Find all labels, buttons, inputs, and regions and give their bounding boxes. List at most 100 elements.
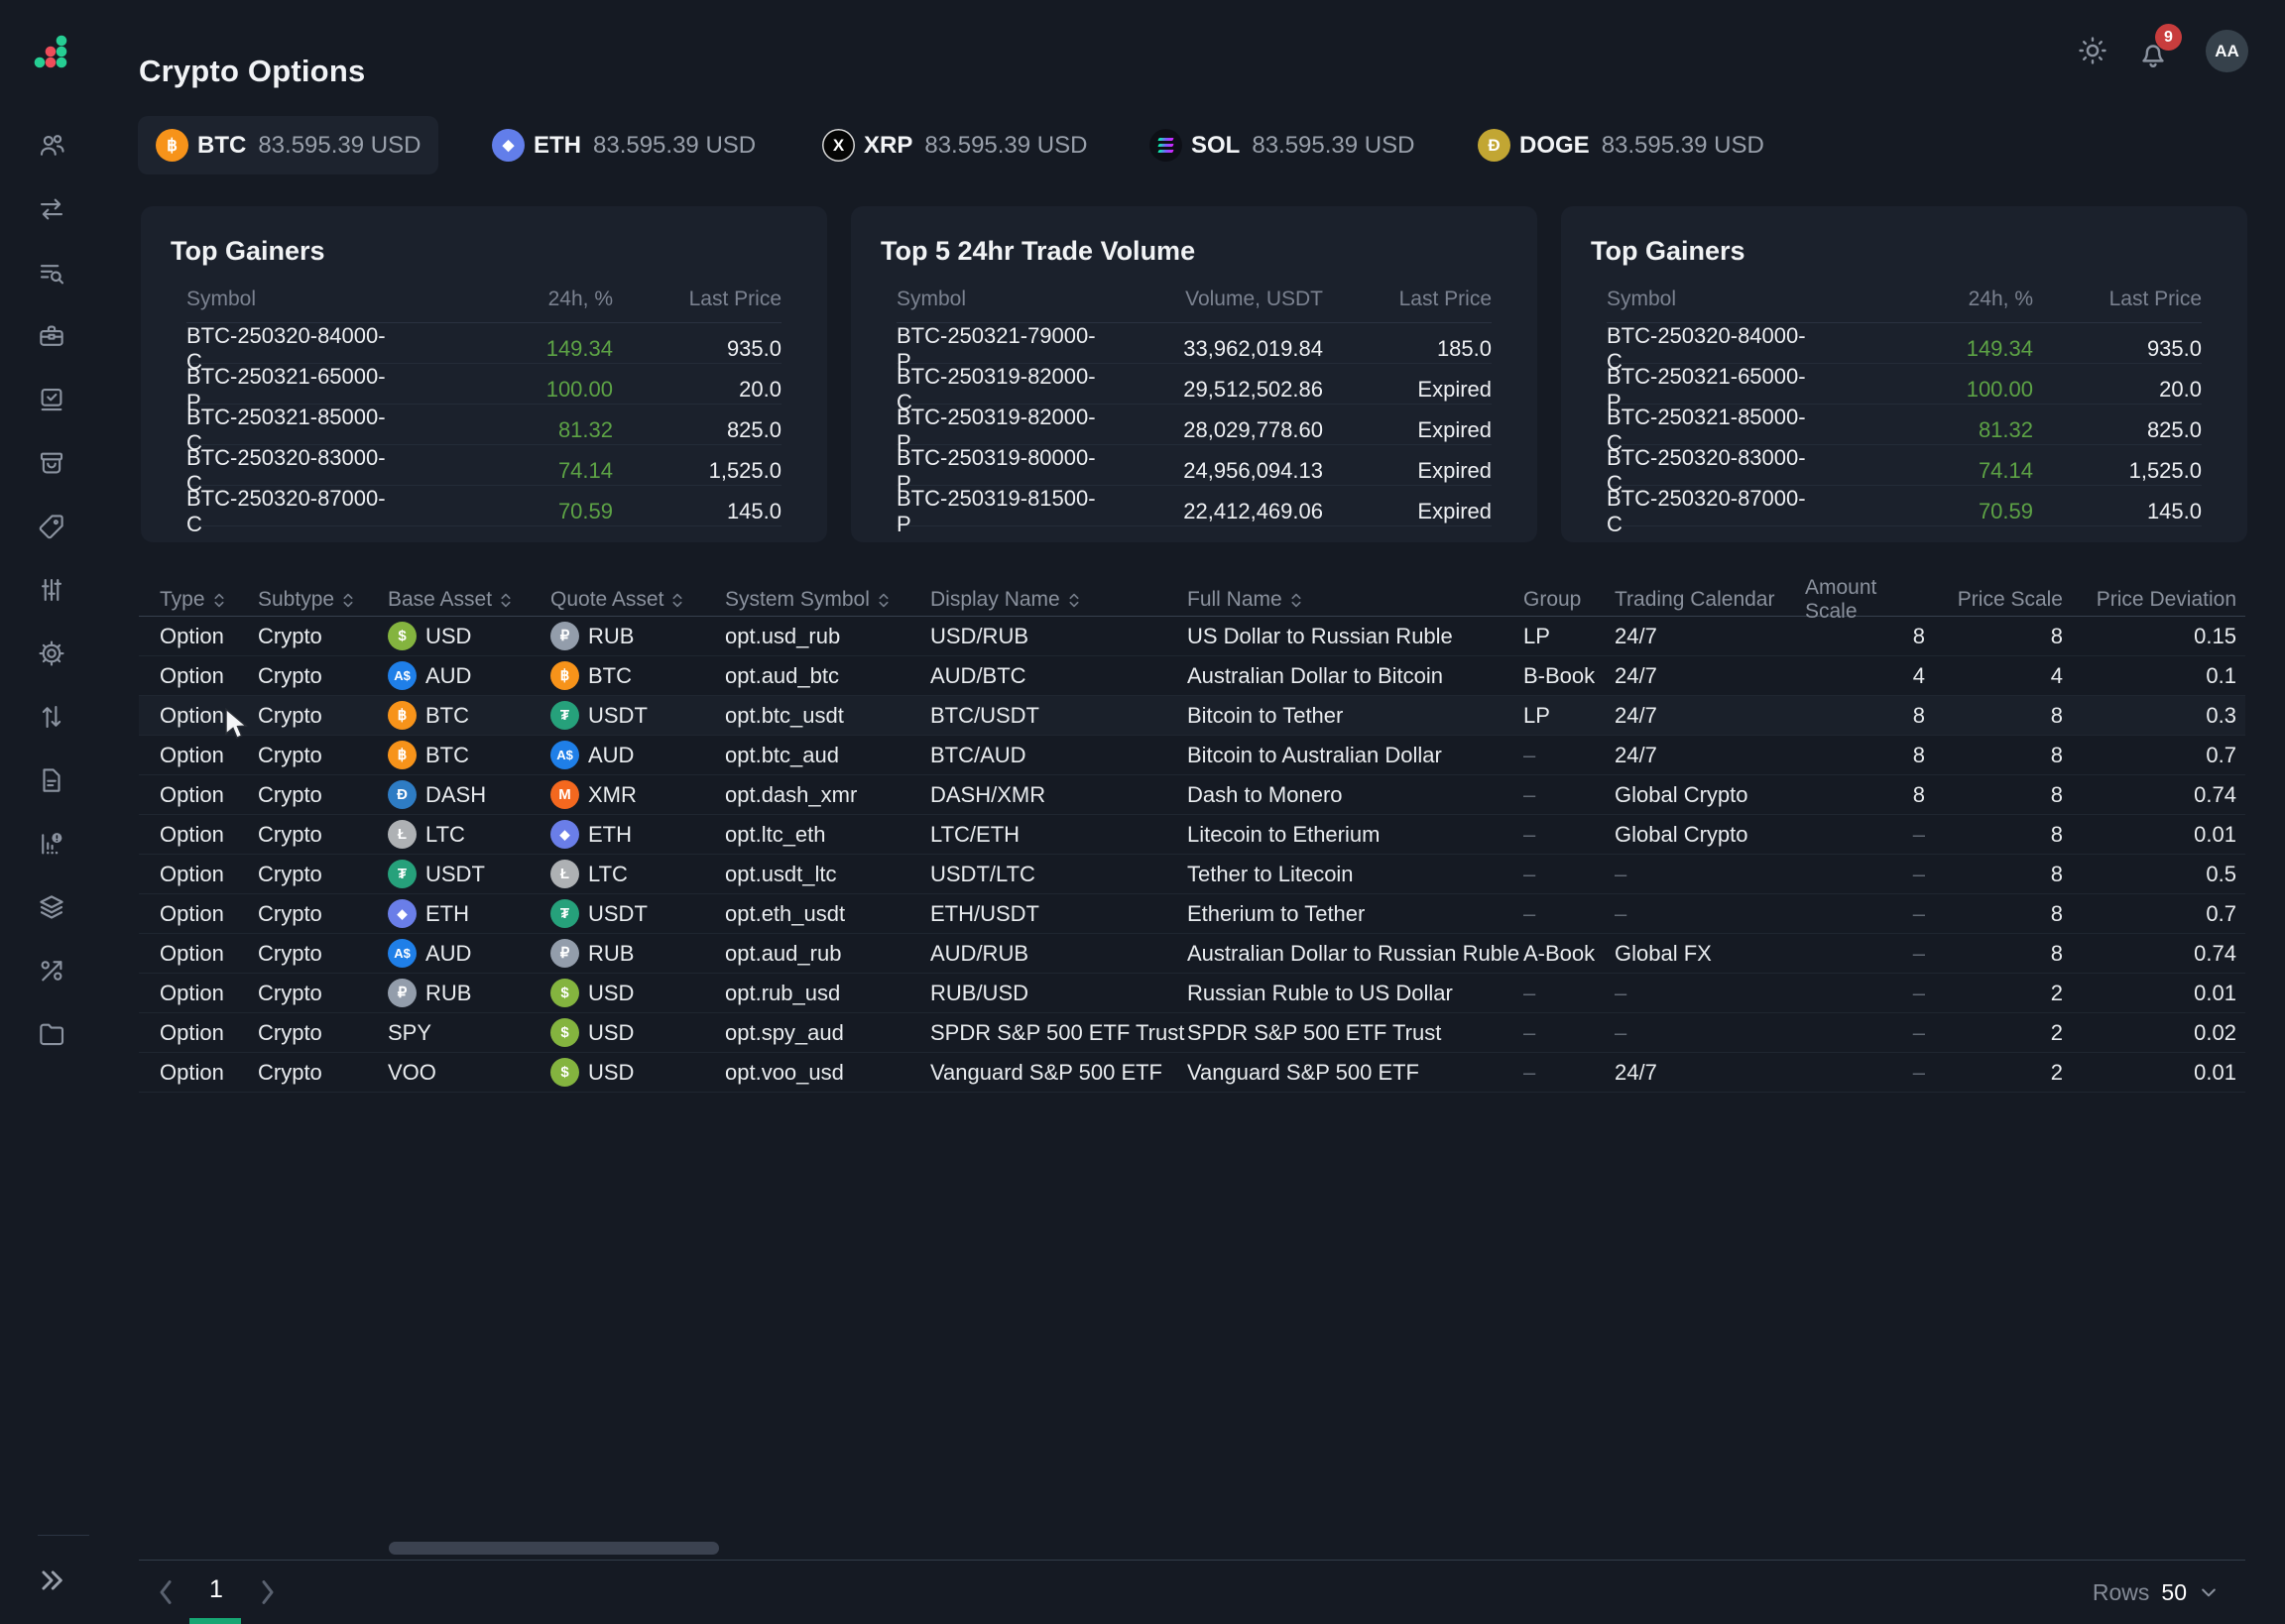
ticker-sol[interactable]: SOL 83.595.39 USD (1149, 116, 1414, 174)
table-row[interactable]: Option Crypto SPY $ USD opt.spy_aud SPDR … (139, 1013, 2245, 1053)
column-header-price-deviation[interactable]: Price Deviation (2063, 588, 2236, 612)
column-header-price-scale[interactable]: Price Scale (1925, 588, 2063, 612)
sidebar-item-portfolio[interactable] (34, 318, 69, 354)
sort-icon (343, 593, 353, 607)
sidebar-item-sorting[interactable] (34, 699, 69, 735)
card-row[interactable]: BTC-250321-65000-P 100.00 20.0 (1607, 364, 2202, 414)
card-row[interactable]: BTC-250321-85000-C 81.32 825.0 (186, 405, 782, 455)
sidebar-item-layers[interactable] (34, 889, 69, 925)
column-header-subtype[interactable]: Subtype (258, 588, 388, 612)
asset-code: USD (588, 980, 635, 1005)
pagination-next-button[interactable] (256, 1577, 280, 1607)
cell-trading-calendar: 24/7 (1615, 1059, 1657, 1085)
table-row[interactable]: Option Crypto A$ AUD ₽ RUB opt.aud_rub AUD… (139, 934, 2245, 974)
sidebar-collapse-button[interactable] (34, 1563, 69, 1598)
column-header-display-name[interactable]: Display Name (930, 588, 1187, 612)
column-header-group[interactable]: Group (1523, 588, 1615, 612)
asset-code: SPY (388, 1019, 432, 1045)
chevrons-right-icon (42, 1570, 62, 1590)
card-row[interactable]: BTC-250319-81500-P 22,412,469.06 Expired (897, 486, 1492, 536)
users-icon (40, 135, 64, 156)
theme-toggle-button[interactable] (2076, 34, 2109, 67)
sidebar-item-adjustments[interactable] (34, 572, 69, 608)
sidebar-item-transfers[interactable] (34, 191, 69, 227)
card-col-last-price: Last Price (2108, 288, 2202, 310)
sort-icon (214, 593, 224, 607)
column-header-system-symbol[interactable]: System Symbol (725, 588, 930, 612)
table-header-row: Type Subtype Base Asset Quote Asset Syst… (139, 576, 2245, 623)
table-row[interactable]: Option Crypto ◆ ETH ₮ USDT opt.eth_usdt ET… (139, 894, 2245, 934)
pagination-prev-button[interactable] (154, 1577, 178, 1607)
sidebar-item-tasks[interactable] (34, 382, 69, 417)
cell-price-scale: 4 (2050, 662, 2063, 688)
tag-icon (39, 515, 63, 539)
aud-icon: A$ (388, 939, 417, 968)
card-row[interactable]: BTC-250319-82000-P 28,029,778.60 Expired (897, 405, 1492, 455)
column-header-type[interactable]: Type (160, 588, 258, 612)
column-header-label: Amount Scale (1805, 576, 1877, 623)
ticker-xrp[interactable]: X XRP 83.595.39 USD (822, 116, 1087, 174)
ticker-btc[interactable]: ฿ BTC 83.595.39 USD (138, 116, 439, 174)
sidebar-item-archive[interactable] (34, 445, 69, 481)
card-row[interactable]: BTC-250320-84000-C 149.34 935.0 (1607, 323, 2202, 374)
card-row[interactable]: BTC-250320-87000-C 70.59 145.0 (1607, 486, 2202, 536)
table-row[interactable]: Option Crypto Ł LTC ◆ ETH opt.ltc_eth LTC/… (139, 815, 2245, 855)
card-row[interactable]: BTC-250321-85000-C 81.32 825.0 (1607, 405, 2202, 455)
sidebar-item-documents[interactable] (34, 762, 69, 798)
column-header-full-name[interactable]: Full Name (1187, 588, 1523, 612)
card-row[interactable]: BTC-250319-80000-P 24,956,094.13 Expired (897, 445, 1492, 496)
sidebar-item-files[interactable] (34, 1016, 69, 1052)
cell-price-deviation: 0.7 (2206, 742, 2236, 767)
card-row[interactable]: BTC-250320-87000-C 70.59 145.0 (186, 486, 782, 536)
card-row[interactable]: BTC-250320-83000-C 74.14 1,525.0 (1607, 445, 2202, 496)
cell-price-deviation: 0.01 (2194, 1059, 2236, 1085)
notifications-button[interactable] (2136, 37, 2170, 70)
cell-price-scale: 8 (2050, 781, 2063, 807)
sidebar-item-rates[interactable] (34, 953, 69, 988)
sort-icon (672, 593, 682, 607)
table-row[interactable]: Option Crypto ฿ BTC ₮ USDT opt.btc_usdt BT… (139, 696, 2245, 736)
ticker-eth[interactable]: ◆ ETH 83.595.39 USD (492, 116, 756, 174)
table-row[interactable]: Option Crypto Đ DASH M XMR opt.dash_xmr DA… (139, 775, 2245, 815)
pagination-page-number[interactable]: 1 (209, 1575, 223, 1603)
card-row[interactable]: BTC-250320-83000-C 74.14 1,525.0 (186, 445, 782, 496)
cell-type: Option (160, 1019, 224, 1045)
table-row[interactable]: Option Crypto VOO $ USD opt.voo_usd Vangu… (139, 1053, 2245, 1093)
column-header-quote-asset[interactable]: Quote Asset (550, 588, 725, 612)
rows-per-page-select[interactable]: Rows 50 (2093, 1575, 2219, 1609)
inbox-check-icon (41, 388, 62, 411)
card-row[interactable]: BTC-250321-65000-P 100.00 20.0 (186, 364, 782, 414)
sidebar-item-order-search[interactable] (34, 255, 69, 290)
sidebar-item-users[interactable] (34, 128, 69, 164)
card-row[interactable]: BTC-250320-84000-C 149.34 935.0 (186, 323, 782, 374)
cell-base-asset: ฿ BTC (388, 701, 550, 730)
table-row[interactable]: Option Crypto $ USD ₽ RUB opt.usd_rub USD/… (139, 617, 2245, 656)
card-row[interactable]: BTC-250319-82000-C 29,512,502.86 Expired (897, 364, 1492, 414)
table-row[interactable]: Option Crypto ₽ RUB $ USD opt.rub_usd RUB/… (139, 974, 2245, 1013)
cell-amount-scale: – (1912, 1059, 1925, 1085)
sidebar-item-settings[interactable] (34, 636, 69, 671)
card-row[interactable]: BTC-250321-79000-P 33,962,019.84 185.0 (897, 323, 1492, 374)
card-row-symbol: BTC-250319-82000-C (897, 364, 1096, 414)
column-header-base-asset[interactable]: Base Asset (388, 588, 550, 612)
cell-subtype: Crypto (258, 702, 322, 728)
horizontal-scrollbar-thumb[interactable] (389, 1542, 719, 1555)
cell-subtype: Crypto (258, 821, 322, 847)
cell-full-name: Tether to Litecoin (1187, 861, 1354, 886)
app-logo-icon[interactable] (32, 32, 71, 73)
sidebar-item-reports-alert[interactable] (34, 826, 69, 862)
usd-icon: $ (550, 979, 579, 1007)
column-header-trading-calendar[interactable]: Trading Calendar (1615, 588, 1805, 612)
table-row[interactable]: Option Crypto A$ AUD ฿ BTC opt.aud_btc AUD… (139, 656, 2245, 696)
sun-icon (2079, 37, 2106, 64)
sidebar-item-tags[interactable] (34, 509, 69, 544)
card-row-mid-value: 24,956,094.13 (1183, 458, 1323, 483)
ticker-doge[interactable]: Ð DOGE 83.595.39 USD (1478, 116, 1764, 174)
sort-icon (1291, 593, 1301, 607)
table-row[interactable]: Option Crypto ฿ BTC A$ AUD opt.btc_aud BTC… (139, 736, 2245, 775)
column-header-amount-scale[interactable]: Amount Scale (1805, 576, 1925, 624)
table-row[interactable]: Option Crypto ₮ USDT Ł LTC opt.usdt_ltc US… (139, 855, 2245, 894)
card-row-last-price: 935.0 (2146, 336, 2202, 361)
avatar[interactable]: AA (2206, 30, 2248, 72)
cell-trading-calendar: Global Crypto (1615, 821, 1748, 847)
